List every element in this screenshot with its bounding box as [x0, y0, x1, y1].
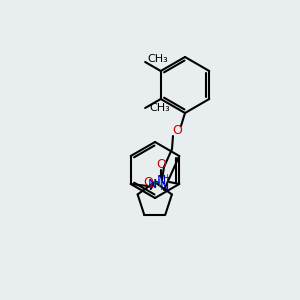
Text: O: O — [156, 158, 166, 172]
Text: O: O — [172, 124, 182, 137]
Text: CH₃: CH₃ — [149, 103, 170, 113]
Text: N: N — [159, 179, 169, 193]
Text: O: O — [143, 176, 153, 188]
Text: −: − — [149, 182, 157, 192]
Text: CH₃: CH₃ — [147, 54, 168, 64]
Text: N: N — [157, 175, 166, 188]
Text: +: + — [163, 172, 170, 182]
Text: H: H — [153, 179, 161, 189]
Text: N: N — [148, 178, 158, 190]
